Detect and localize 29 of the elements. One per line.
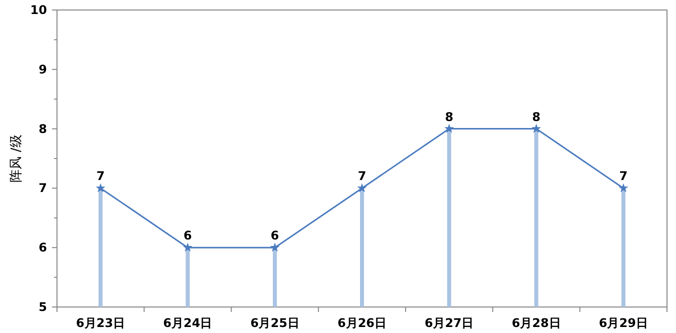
x-tick-label: 6月23日 bbox=[76, 316, 126, 330]
x-tick-label: 6月28日 bbox=[512, 316, 561, 330]
point bbox=[357, 183, 367, 192]
x-tick-label: 6月27日 bbox=[424, 316, 474, 330]
data-label: 7 bbox=[619, 169, 628, 184]
x-tick-label: 6月24日 bbox=[163, 316, 212, 330]
data-label: 8 bbox=[444, 110, 454, 124]
y-axis-title: 阵风 /级 bbox=[9, 134, 24, 182]
point bbox=[270, 242, 280, 252]
data-label: 8 bbox=[532, 110, 540, 124]
line: 7 6 6 7 8 8 7 bbox=[96, 110, 628, 252]
y-tick-label: 6 bbox=[38, 240, 47, 255]
point bbox=[618, 183, 628, 192]
data-label: 6 bbox=[270, 228, 280, 243]
point bbox=[444, 124, 454, 133]
y-tick-label: 7 bbox=[38, 181, 47, 196]
y-tick-label: 9 bbox=[38, 62, 47, 76]
y-tick-label: 5 bbox=[38, 300, 47, 314]
x-tick-label: 6月25日 bbox=[250, 316, 300, 330]
y-tick-label: 10 bbox=[30, 3, 47, 17]
y-tick-label: 8 bbox=[38, 122, 47, 136]
x-tick-label: 6月29日 bbox=[598, 316, 648, 330]
point bbox=[96, 183, 106, 192]
data-label: 7 bbox=[358, 169, 366, 184]
x-tick-label: 6月26日 bbox=[337, 316, 387, 330]
data-label: 6 bbox=[184, 228, 192, 243]
point bbox=[532, 124, 542, 133]
data-label: 7 bbox=[96, 169, 105, 184]
point bbox=[182, 242, 192, 252]
